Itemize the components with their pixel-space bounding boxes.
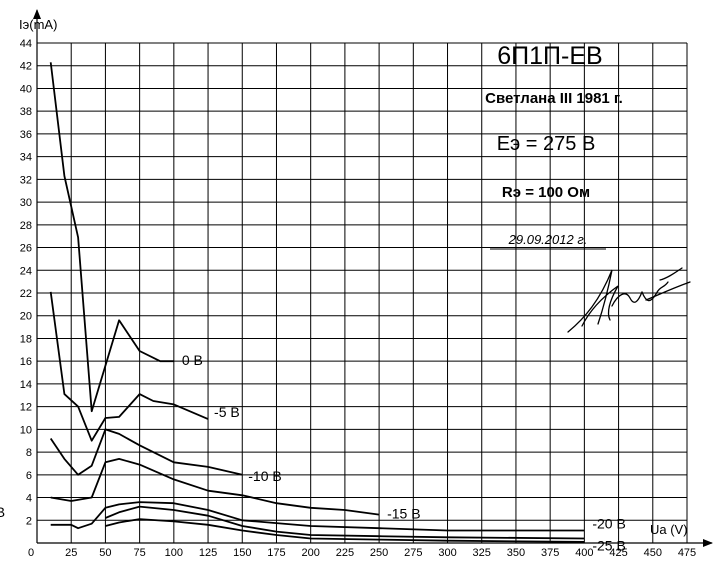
chart-title: 6П1П-ЕВ (497, 42, 602, 70)
y-tick-label: 26 (20, 243, 32, 255)
x-tick-label: 250 (370, 547, 388, 559)
y-tick-label: 10 (20, 424, 32, 436)
y-tick-label: 40 (20, 83, 32, 95)
series-label: -10 В (248, 468, 281, 484)
x-tick-label: 0 (28, 547, 34, 559)
y-tick-label: 4 (26, 493, 32, 505)
y-tick-label: 24 (20, 265, 32, 277)
series-line (49, 291, 209, 442)
y-tick-label: 18 (20, 333, 32, 345)
x-tick-label: 375 (541, 547, 559, 559)
x-tick-label: 25 (65, 547, 77, 559)
x-tick-label: 325 (473, 547, 491, 559)
x-tick-label: 100 (165, 547, 183, 559)
x-tick-label: 400 (575, 547, 593, 559)
y-tick-label: 32 (20, 174, 32, 186)
y-tick-label: 6 (26, 470, 32, 482)
x-axis-label: Ua (V) (650, 522, 688, 537)
y-tick-label: 8 (26, 447, 32, 459)
annotation-supply-voltage: Eэ = 275 В (497, 133, 596, 155)
series-label: -5 В (214, 404, 240, 420)
chart-subtitle: Светлана III 1981 г. (485, 90, 623, 107)
x-tick-label: 125 (199, 547, 217, 559)
y-tick-label: 20 (20, 311, 32, 323)
x-tick-label: 475 (678, 547, 696, 559)
y-tick-label: 12 (20, 402, 32, 414)
y-tick-label: 44 (20, 38, 32, 50)
series-label: -15 В (387, 506, 420, 522)
x-tick-label: 300 (438, 547, 456, 559)
y-tick-label: 36 (20, 129, 32, 141)
x-tick-label: 200 (302, 547, 320, 559)
series-line (50, 501, 585, 532)
series-label: -30 В (0, 504, 5, 520)
y-axis-arrow (33, 9, 41, 19)
x-tick-label: 150 (233, 547, 251, 559)
series-label: 0 В (182, 352, 203, 368)
y-tick-label: 42 (20, 61, 32, 73)
y-tick-label: 22 (20, 288, 32, 300)
series-line (50, 457, 380, 516)
x-tick-label: 50 (99, 547, 111, 559)
series-labels: 0 В -5 В -10 В -15 В -20 В -25 В -30 В (0, 352, 626, 553)
signature-drawing (567, 267, 691, 333)
y-tick-label: 38 (20, 106, 32, 118)
axes (33, 9, 713, 547)
y-tick-label: 34 (20, 152, 32, 164)
annotation-date: 29.09.2012 г. (508, 232, 588, 247)
tick-labels: 0 25 50 75 100 125 150 175 200 225 250 275 300 325 350… (20, 38, 696, 559)
x-axis-arrow (703, 539, 713, 547)
x-tick-label: 225 (336, 547, 354, 559)
x-tick-label: 350 (507, 547, 525, 559)
y-tick-label: 16 (20, 356, 32, 368)
annotation-resistance: Rэ = 100 Ом (502, 184, 590, 201)
x-tick-label: 175 (267, 547, 285, 559)
series-line (105, 518, 585, 543)
x-tick-label: 450 (644, 547, 662, 559)
y-tick-label: 14 (20, 379, 32, 391)
x-tick-label: 75 (134, 547, 146, 559)
series-label: -25 В (592, 537, 625, 553)
grid (37, 42, 688, 543)
y-tick-label: 28 (20, 220, 32, 232)
y-tick-label: 2 (26, 515, 32, 527)
x-tick-label: 425 (609, 547, 627, 559)
series-label: -20 В (592, 516, 625, 532)
series-line (49, 62, 174, 413)
series-line (49, 428, 243, 476)
y-axis-label: Iэ(mA) (19, 17, 57, 32)
series-line (105, 505, 585, 540)
x-tick-label: 275 (404, 547, 422, 559)
y-tick-label: 30 (20, 197, 32, 209)
series-lines (49, 62, 585, 543)
